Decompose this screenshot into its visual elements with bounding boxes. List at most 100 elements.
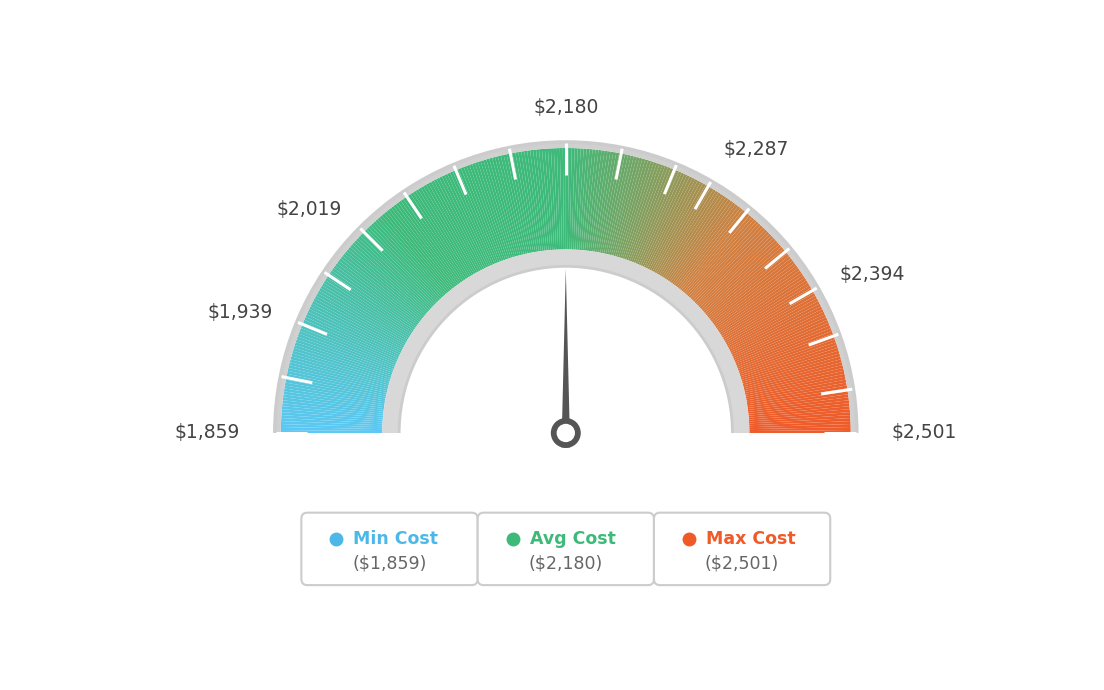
- Wedge shape: [545, 148, 554, 250]
- Wedge shape: [661, 189, 716, 277]
- Wedge shape: [484, 159, 514, 257]
- Wedge shape: [413, 190, 469, 278]
- Wedge shape: [501, 155, 526, 255]
- Wedge shape: [348, 247, 427, 315]
- Wedge shape: [455, 169, 497, 264]
- Wedge shape: [737, 334, 834, 371]
- Text: $1,939: $1,939: [208, 303, 274, 322]
- Wedge shape: [537, 149, 549, 250]
- Wedge shape: [282, 409, 383, 420]
- Wedge shape: [722, 283, 809, 338]
- Wedge shape: [734, 319, 828, 362]
- Wedge shape: [423, 185, 476, 274]
- Wedge shape: [556, 148, 562, 250]
- Wedge shape: [286, 374, 386, 397]
- Wedge shape: [732, 312, 825, 357]
- Wedge shape: [411, 193, 467, 279]
- Wedge shape: [684, 215, 752, 294]
- Wedge shape: [554, 148, 560, 250]
- Text: ($1,859): ($1,859): [352, 554, 426, 573]
- Wedge shape: [285, 380, 385, 400]
- Wedge shape: [602, 154, 625, 253]
- Wedge shape: [724, 290, 814, 343]
- Wedge shape: [742, 353, 840, 384]
- Wedge shape: [735, 325, 830, 366]
- Wedge shape: [606, 155, 630, 255]
- Wedge shape: [401, 199, 461, 284]
- Wedge shape: [709, 254, 789, 319]
- Wedge shape: [721, 280, 808, 336]
- Text: Max Cost: Max Cost: [705, 530, 796, 549]
- Wedge shape: [747, 388, 848, 406]
- Wedge shape: [587, 150, 602, 251]
- Wedge shape: [696, 231, 769, 304]
- Wedge shape: [617, 159, 648, 257]
- Wedge shape: [285, 382, 385, 402]
- Wedge shape: [730, 304, 821, 351]
- Wedge shape: [749, 400, 849, 414]
- Wedge shape: [436, 178, 485, 269]
- Wedge shape: [320, 286, 408, 339]
- Wedge shape: [467, 165, 503, 261]
- Wedge shape: [283, 397, 384, 412]
- Wedge shape: [289, 362, 388, 389]
- Wedge shape: [639, 171, 681, 265]
- Wedge shape: [615, 159, 646, 257]
- Wedge shape: [731, 309, 824, 355]
- Wedge shape: [718, 273, 803, 331]
- Wedge shape: [749, 403, 849, 415]
- Wedge shape: [750, 430, 851, 433]
- Wedge shape: [330, 270, 415, 330]
- Wedge shape: [539, 149, 551, 250]
- Wedge shape: [749, 415, 850, 424]
- Wedge shape: [551, 148, 559, 250]
- Wedge shape: [596, 152, 616, 253]
- Wedge shape: [581, 149, 593, 250]
- Wedge shape: [693, 227, 765, 302]
- Wedge shape: [702, 242, 779, 312]
- Wedge shape: [393, 204, 456, 287]
- Wedge shape: [697, 234, 772, 306]
- Wedge shape: [631, 167, 671, 262]
- Wedge shape: [577, 148, 586, 250]
- Text: ($2,501): ($2,501): [705, 554, 779, 573]
- Wedge shape: [747, 397, 849, 412]
- Wedge shape: [458, 168, 498, 263]
- Wedge shape: [307, 312, 400, 357]
- Wedge shape: [503, 155, 528, 254]
- Wedge shape: [723, 286, 811, 339]
- Wedge shape: [726, 296, 817, 346]
- Wedge shape: [283, 400, 383, 414]
- Text: $2,501: $2,501: [892, 424, 957, 442]
- Wedge shape: [575, 148, 584, 250]
- Wedge shape: [715, 268, 799, 328]
- Wedge shape: [380, 215, 447, 294]
- Wedge shape: [442, 175, 488, 268]
- Wedge shape: [516, 152, 535, 253]
- Wedge shape: [593, 151, 611, 252]
- Wedge shape: [415, 189, 470, 277]
- Wedge shape: [369, 225, 440, 301]
- Wedge shape: [743, 359, 842, 387]
- FancyBboxPatch shape: [301, 513, 478, 585]
- Wedge shape: [700, 238, 776, 308]
- Wedge shape: [432, 180, 480, 271]
- Wedge shape: [318, 290, 407, 343]
- Wedge shape: [637, 170, 679, 264]
- Wedge shape: [649, 179, 698, 270]
- Wedge shape: [509, 153, 531, 253]
- Wedge shape: [703, 244, 782, 313]
- Wedge shape: [733, 315, 826, 358]
- Wedge shape: [367, 227, 438, 302]
- Wedge shape: [283, 403, 383, 415]
- Wedge shape: [332, 268, 416, 328]
- Wedge shape: [710, 256, 790, 320]
- Wedge shape: [382, 213, 449, 293]
- Wedge shape: [680, 210, 745, 290]
- Wedge shape: [310, 304, 402, 351]
- Wedge shape: [282, 421, 382, 427]
- Text: Min Cost: Min Cost: [353, 530, 438, 549]
- Wedge shape: [745, 377, 846, 399]
- Wedge shape: [337, 261, 420, 324]
- Wedge shape: [670, 199, 731, 284]
